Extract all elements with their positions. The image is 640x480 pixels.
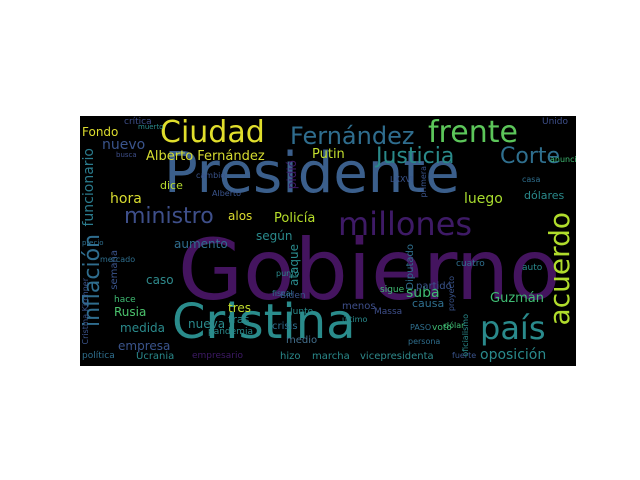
cloud-word: sigue	[380, 285, 405, 295]
cloud-word: aumento	[174, 237, 228, 251]
cloud-word: Presidente	[164, 141, 460, 206]
cloud-word: frente	[428, 116, 518, 150]
cloud-word: primera	[419, 166, 428, 198]
cloud-word: último	[342, 315, 368, 324]
cloud-word: fuerte	[452, 351, 477, 360]
cloud-word: empresa	[118, 339, 171, 353]
cloud-word: Fondo	[82, 125, 119, 139]
cloud-word: LXXVI	[390, 175, 414, 184]
cloud-word: Policía	[274, 211, 316, 226]
cloud-word: Corte	[500, 144, 561, 169]
cloud-word: millones	[338, 205, 473, 243]
cloud-word: Alberto Fernández	[146, 149, 265, 164]
cloud-word: hizo	[280, 351, 301, 362]
cloud-word: acuerdo	[543, 212, 576, 326]
cloud-word: causa	[412, 297, 445, 310]
cloud-word: Alberto	[212, 189, 242, 198]
cloud-word: punto	[276, 269, 300, 278]
cloud-word: Cristina	[172, 294, 356, 350]
cloud-word: hace	[114, 295, 136, 305]
cloud-word: mercado	[100, 255, 136, 264]
cloud-word: oficialismo	[461, 314, 470, 357]
cloud-word: funcionario	[81, 148, 97, 227]
cloud-word: Gobierno	[178, 221, 561, 319]
cloud-word: luego	[464, 191, 503, 207]
cloud-word: Cristina Kirchner	[81, 278, 90, 345]
cloud-word: país	[480, 309, 546, 347]
cloud-word: Junto	[290, 307, 314, 317]
word-cloud: Gobierno Presidente Cristina millones Ciudad…	[80, 116, 576, 366]
cloud-word: nueva	[188, 317, 226, 331]
cloud-word: PASO	[410, 323, 432, 332]
cloud-word: fiscal	[272, 289, 293, 298]
cloud-word: cuatro	[456, 259, 485, 269]
cloud-word: crítica	[124, 117, 152, 127]
cloud-word: oposición	[480, 347, 547, 363]
cloud-word: pidió	[285, 160, 299, 190]
cloud-word: auto	[522, 263, 543, 273]
cloud-word: anuncio	[550, 155, 576, 164]
cloud-word: cambio	[196, 171, 226, 180]
cloud-word: muerto	[138, 123, 164, 131]
cloud-word: alos	[228, 209, 253, 223]
cloud-word: Biden	[280, 291, 306, 301]
cloud-word: Guzmán	[490, 291, 545, 306]
cloud-word: ataque	[287, 244, 301, 287]
cloud-word: suba	[406, 285, 440, 301]
cloud-word: dólar	[444, 321, 465, 330]
cloud-word: política	[82, 351, 115, 361]
cloud-word: precio	[82, 239, 104, 247]
cloud-word: pandemia	[208, 327, 253, 337]
cloud-word: empresario	[192, 351, 243, 361]
cloud-word: dice	[160, 179, 183, 192]
cloud-word: medio	[286, 335, 318, 346]
cloud-word: voto	[432, 323, 452, 333]
cloud-word: dólares	[524, 189, 565, 202]
cloud-word: Massa	[374, 307, 403, 317]
cloud-word: proyecto	[447, 276, 456, 312]
cloud-word: crisis	[272, 321, 298, 332]
cloud-word: busca	[116, 151, 137, 159]
cloud-word: persona	[408, 337, 441, 346]
cloud-word: tres	[228, 301, 252, 315]
cloud-word: caso	[146, 273, 174, 287]
cloud-word: Diputado	[405, 244, 416, 290]
cloud-word: marcha	[312, 351, 350, 362]
cloud-word: Unido	[542, 117, 569, 127]
cloud-word: medida	[120, 321, 165, 335]
cloud-word: menos	[342, 301, 376, 312]
cloud-word: Fernández	[290, 122, 415, 150]
cloud-word: Ucrania	[136, 351, 175, 362]
cloud-word: Justicia	[376, 144, 455, 169]
cloud-word: nuevo	[102, 137, 146, 153]
cloud-word: Ciudad	[160, 116, 265, 150]
cloud-word: Putin	[312, 147, 345, 162]
cloud-word: según	[256, 229, 293, 243]
cloud-word: vicepresidenta	[360, 351, 434, 362]
cloud-word: tras	[228, 313, 250, 326]
cloud-word: ministro	[124, 204, 214, 229]
cloud-word: partido	[416, 281, 452, 292]
cloud-word: Rusia	[114, 305, 147, 319]
cloud-word: hora	[110, 191, 142, 207]
cloud-word: casa	[522, 175, 541, 184]
